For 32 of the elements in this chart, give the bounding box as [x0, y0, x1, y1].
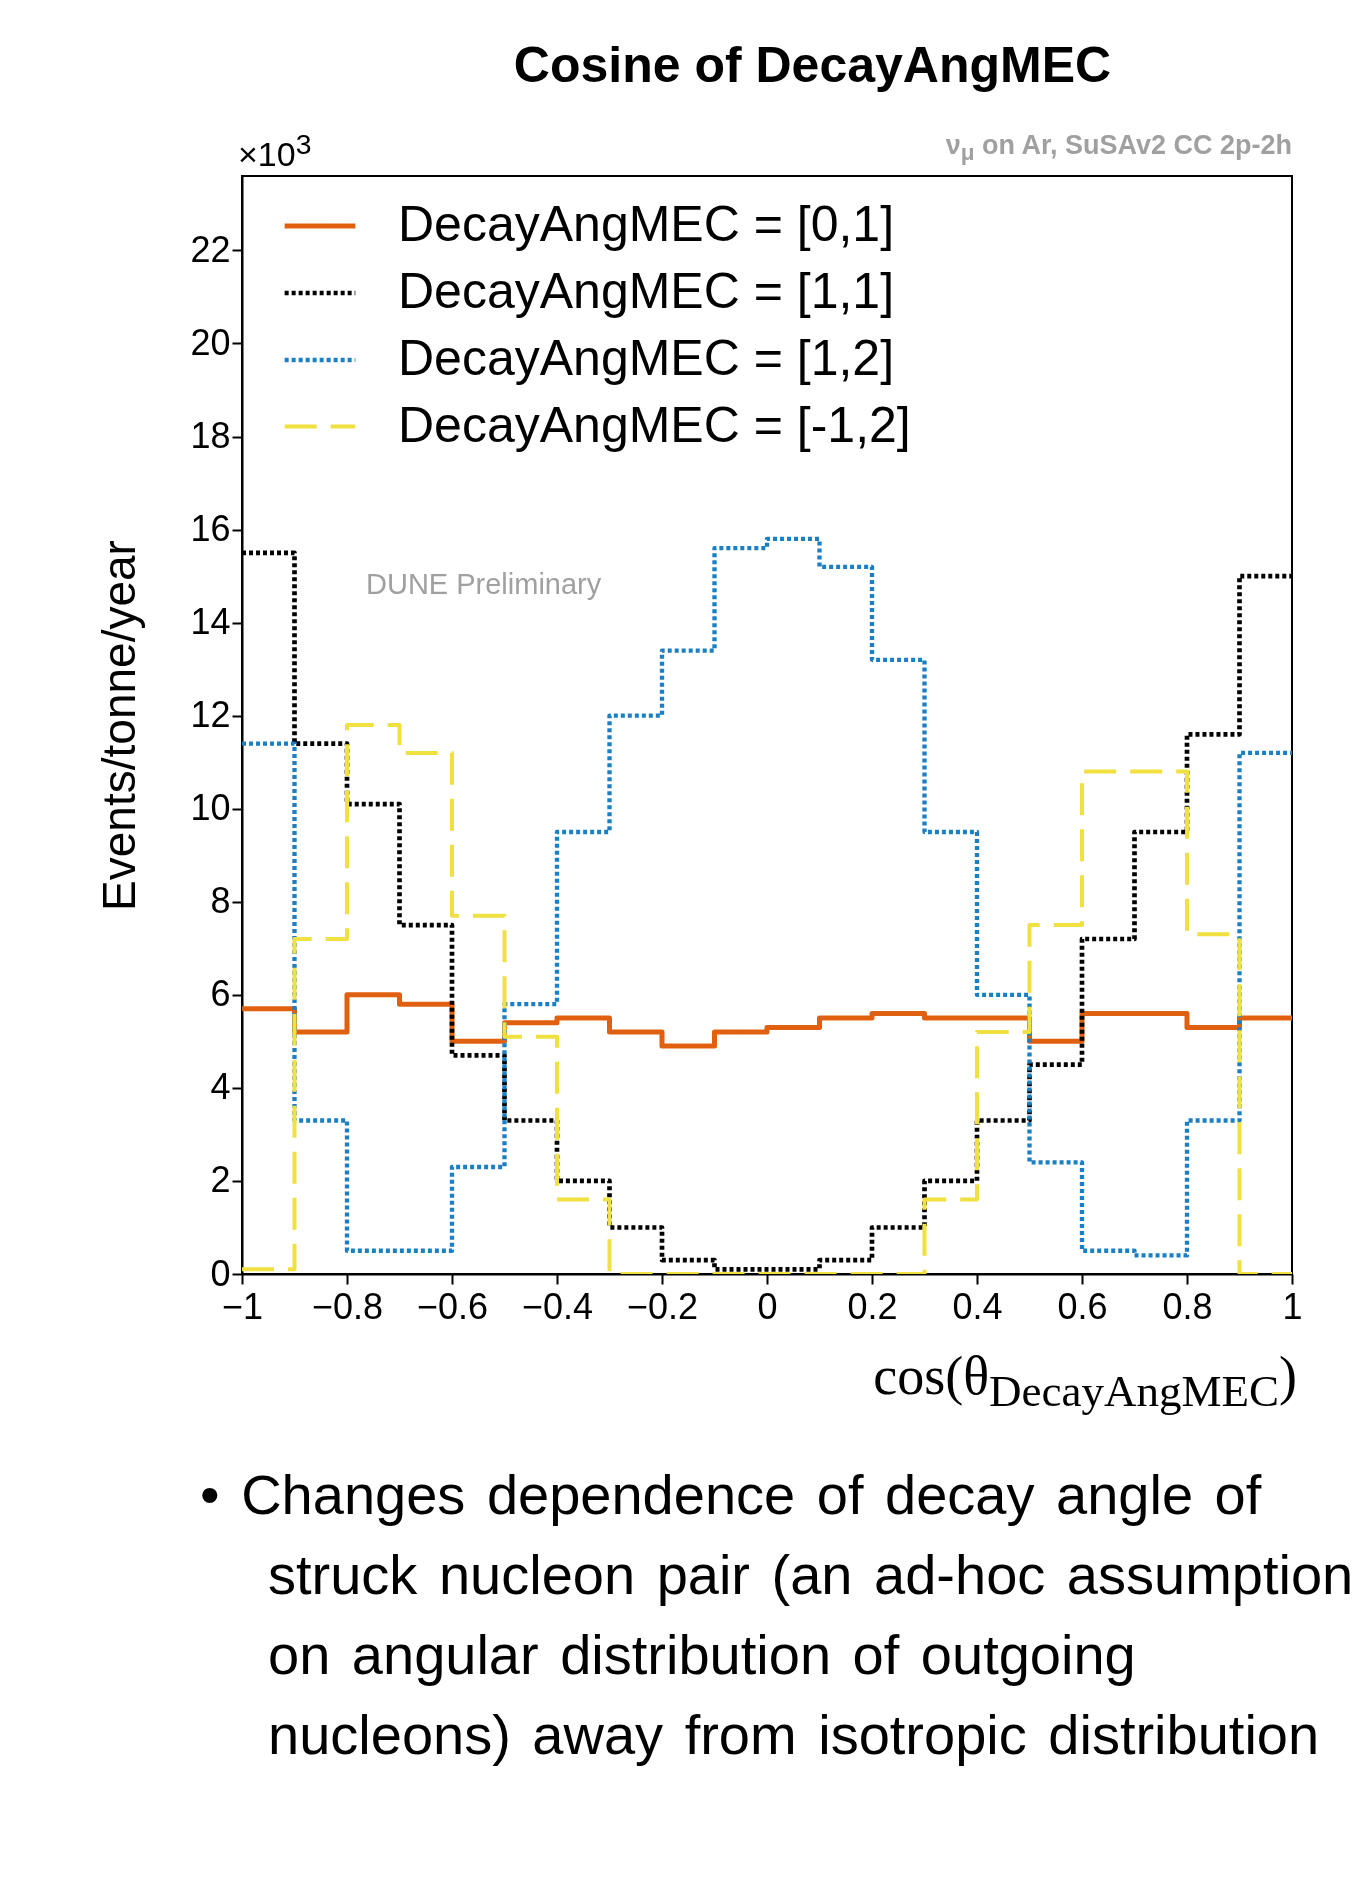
y-tick-label: 12: [190, 694, 231, 736]
y-tick-label: 8: [210, 880, 231, 922]
y-tick-label: 14: [190, 601, 231, 643]
x-tick-label: −0.8: [311, 1285, 384, 1327]
text: ×10$^{3}$: [238, 128, 312, 175]
legend-label: DecayAngMEC = [-1,2]: [398, 396, 911, 453]
y-tick-label: 10: [190, 787, 231, 829]
chart-subtitle: ν$_{μ}$ on Ar, SuSAv2 CC 2p-2h: [945, 130, 1292, 167]
x-tick-label: 0: [757, 1285, 778, 1327]
x-axis-title: cos(θ$_{DecayAngMEC}$): [873, 1345, 1297, 1417]
legend-label: DecayAngMEC = [0,1]: [398, 196, 895, 252]
annotation: DUNE Preliminary: [366, 568, 602, 601]
x-tick-label: 0.4: [952, 1285, 1003, 1327]
text: • Changes dependence of decay angle of struck nucleon pair (an ad-hoc assumption on angular distribution of outgoing nucleons) away from isotropic distribution: [200, 1462, 1355, 1768]
y-tick-label: 20: [190, 321, 231, 363]
chart-title: Cosine of DecayAngMEC: [512, 36, 1113, 94]
y-tick-label: 6: [210, 973, 231, 1015]
legend-label: DecayAngMEC = [1,2]: [398, 330, 895, 386]
y-tick-label: 16: [190, 508, 231, 550]
x-tick-label: −0.6: [416, 1285, 489, 1327]
y-axis-title: Events/tonne/year: [93, 540, 146, 911]
legend-label: DecayAngMEC = [1,1]: [398, 263, 895, 319]
x-tick-label: 0.6: [1057, 1285, 1108, 1327]
y-tick-label: 18: [190, 415, 231, 457]
x-tick-label: −0.4: [521, 1285, 594, 1327]
x-tick-label: 0.2: [847, 1285, 898, 1327]
y-tick-label: 22: [190, 228, 231, 270]
x-tick-label: 0.8: [1162, 1285, 1213, 1327]
x-tick-label: −0.2: [626, 1285, 699, 1327]
x-tick-label: 1: [1282, 1285, 1303, 1327]
y-tick-label: 4: [210, 1066, 231, 1108]
y-tick-label: 2: [210, 1159, 231, 1201]
